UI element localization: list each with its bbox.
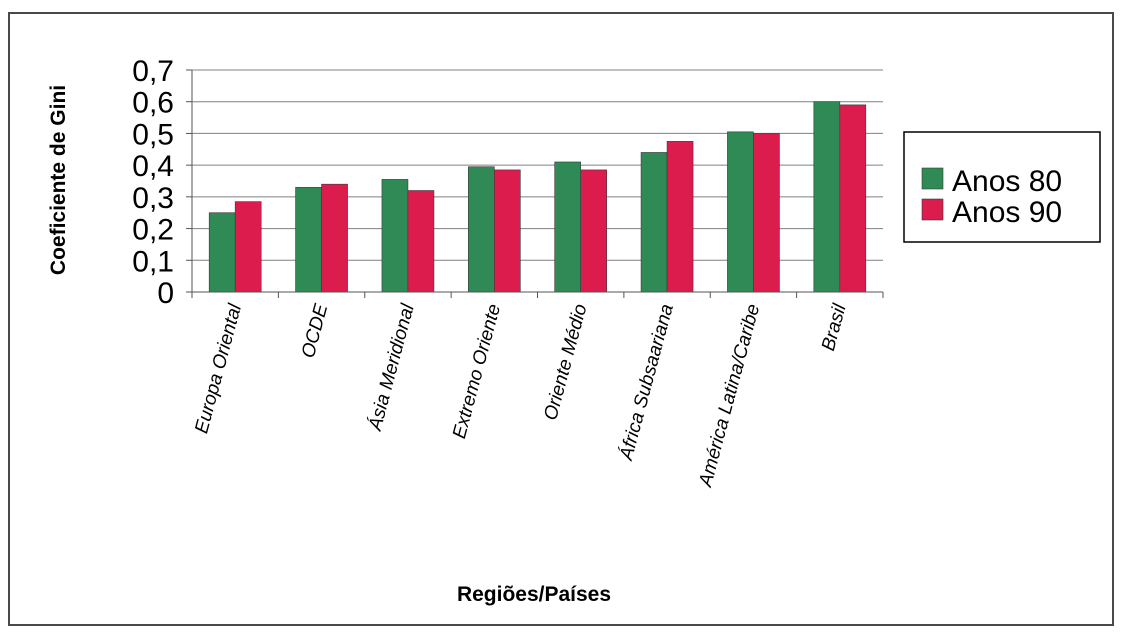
bar-anos-90-oriente-medio <box>580 169 607 293</box>
bar-anos-80-ocde <box>295 187 322 293</box>
bar-anos-90-america-latina-caribe <box>753 133 780 293</box>
x-category-labels: Europa Oriental OCDE Ásia Meridional Extrem… <box>191 301 851 490</box>
y-axis-title: Coeficiente de Gini <box>47 85 70 275</box>
gini-bar-chart: 00,10,20,30,40,50,60,7 Europa Oriental OC… <box>47 55 1101 606</box>
bar-anos-80-asia-meridional <box>381 179 409 293</box>
chart-frame: 0 0,1 0,2 0,3 0,4 0,5 0,6 0,7 Europa Oriental OC… <box>8 12 1114 626</box>
bar-anos-80-brasil <box>813 101 841 293</box>
y-tick-label: 0,6 <box>132 87 174 120</box>
legend-label-anos-90: Anos 90 <box>952 196 1062 229</box>
x-category-label: OCDE <box>298 302 333 361</box>
y-tick-label: 0,2 <box>132 214 174 247</box>
legend: Anos 80 Anos 90 <box>903 131 1101 243</box>
legend-swatch-anos-80 <box>921 167 944 190</box>
x-category-label: Extremo Oriente <box>449 302 505 441</box>
x-category-label: Europa Oriental <box>191 301 246 436</box>
bar-anos-90-brasil <box>839 104 867 293</box>
bar-anos-80-oriente-medio <box>554 161 581 293</box>
x-category-label: Ásia Meridional <box>365 301 419 434</box>
bar-anos-90-extremo-oriente <box>494 169 521 293</box>
bar-anos-90-asia-meridional <box>407 190 435 293</box>
y-tick-label: 0,3 <box>132 182 174 215</box>
bar-anos-80-extremo-oriente <box>468 166 495 293</box>
legend-swatch-anos-90 <box>921 198 944 221</box>
bar-anos-80-europa-oriental <box>208 212 236 293</box>
y-tick-label: 0,5 <box>132 118 174 151</box>
bar-anos-80-africa-subsaariana <box>640 152 668 293</box>
bar-anos-90-africa-subsaariana <box>666 141 694 293</box>
y-tick-label: 0,4 <box>132 150 174 183</box>
y-tick-label: 0,7 <box>132 55 174 88</box>
x-category-label: Oriente Médio <box>540 302 591 423</box>
bar-anos-80-america-latina-caribe <box>727 131 754 293</box>
axes <box>186 69 884 298</box>
bar-anos-90-europa-oriental <box>234 201 262 293</box>
x-category-label: América Latina/Caribe <box>695 302 764 490</box>
y-tick-label: 0 <box>157 277 174 310</box>
legend-label-anos-80: Anos 80 <box>952 165 1062 198</box>
y-tick-labels: 00,10,20,30,40,50,60,7 <box>132 55 174 310</box>
y-tick-label: 0,1 <box>132 245 174 278</box>
x-category-label: África Subsaariana <box>616 302 678 463</box>
x-axis-title: Regiões/Países <box>457 583 611 606</box>
bars <box>208 101 867 293</box>
x-category-label: Brasil <box>818 301 851 353</box>
bar-anos-90-ocde <box>321 183 348 293</box>
